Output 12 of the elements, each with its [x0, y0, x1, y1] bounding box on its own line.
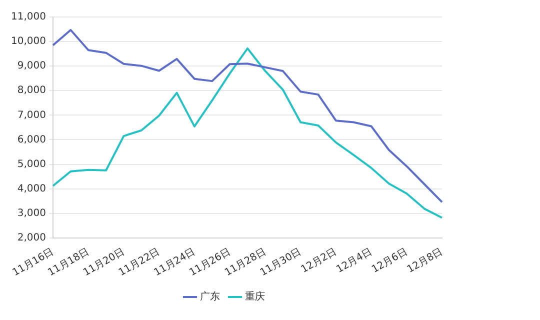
y-tick-label: 5,000 — [17, 158, 46, 170]
y-tick-label: 7,000 — [17, 110, 46, 121]
y-tick-label: 2,000 — [17, 232, 46, 244]
y-tick-label: 4,000 — [17, 183, 46, 194]
legend-label: 重庆 — [245, 290, 265, 303]
y-tick-label: 11,000 — [10, 12, 46, 23]
y-tick-label: 6,000 — [17, 134, 46, 146]
y-tick-label: 3,000 — [17, 208, 46, 219]
y-tick-label: 9,000 — [17, 60, 46, 72]
y-tick-label: 8,000 — [17, 85, 46, 96]
y-tick-label: 10,000 — [10, 36, 46, 48]
legend-label: 广东 — [200, 290, 220, 303]
